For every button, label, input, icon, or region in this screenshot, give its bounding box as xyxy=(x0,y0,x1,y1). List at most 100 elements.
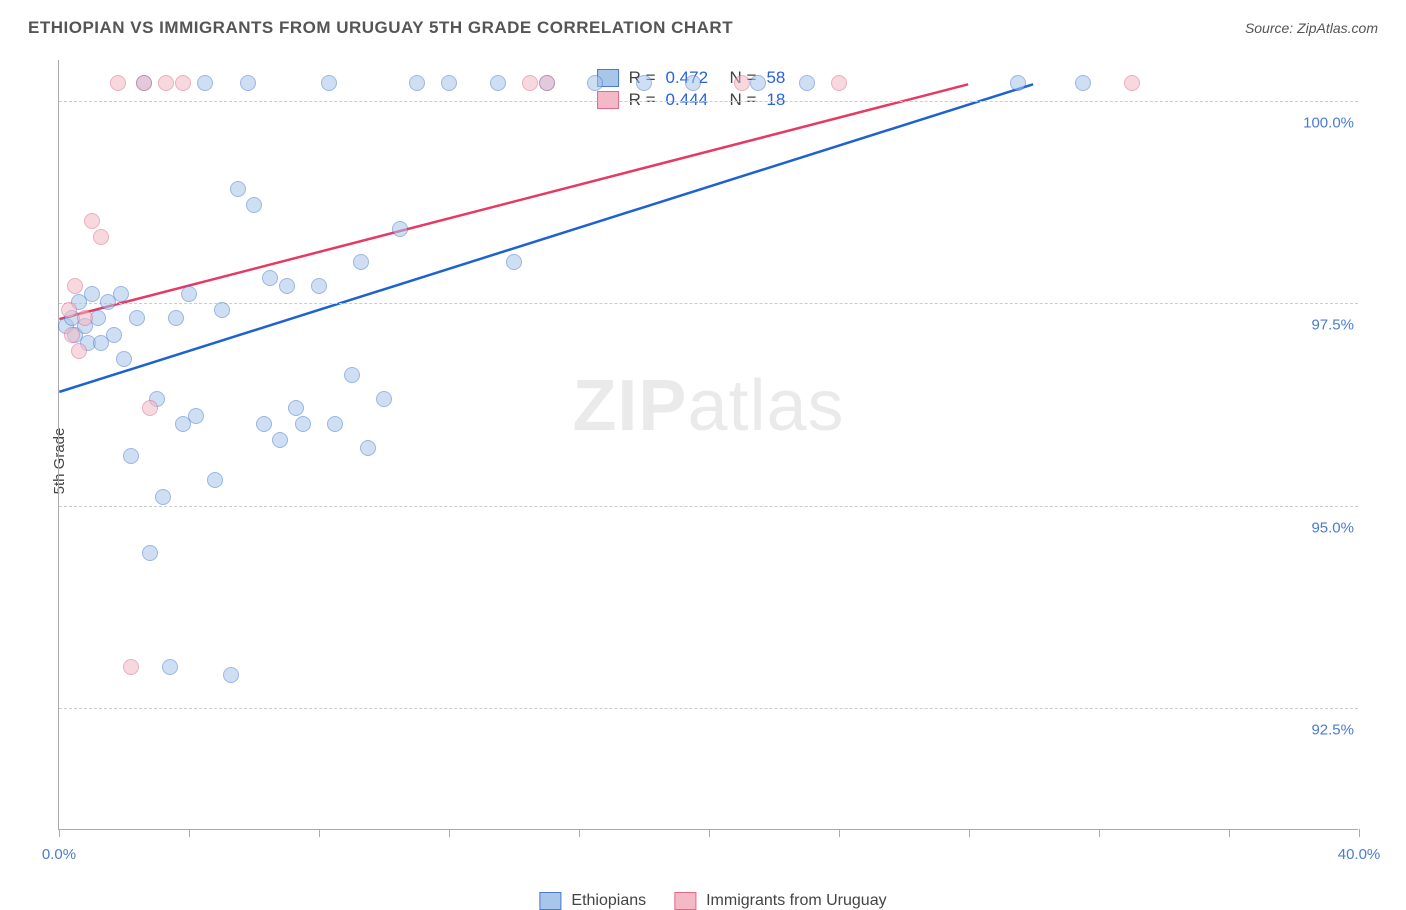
scatter-point-ethiopians xyxy=(311,278,327,294)
scatter-point-ethiopians xyxy=(188,408,204,424)
x-tick-label: 0.0% xyxy=(42,846,76,863)
legend-item-uruguay: Immigrants from Uruguay xyxy=(674,892,887,910)
scatter-point-ethiopians xyxy=(636,75,652,91)
trendline-uruguay xyxy=(59,84,968,319)
scatter-point-ethiopians xyxy=(799,75,815,91)
y-tick-label: 95.0% xyxy=(1305,517,1360,538)
scatter-point-ethiopians xyxy=(155,489,171,505)
gridline-horizontal xyxy=(59,101,1358,102)
scatter-point-ethiopians xyxy=(168,310,184,326)
legend-swatch-ethiopians xyxy=(539,892,561,910)
scatter-point-ethiopians xyxy=(246,197,262,213)
chart-title: ETHIOPIAN VS IMMIGRANTS FROM URUGUAY 5TH… xyxy=(28,18,733,38)
source-prefix: Source: xyxy=(1245,20,1297,36)
scatter-point-ethiopians xyxy=(441,75,457,91)
legend-label-uruguay: Immigrants from Uruguay xyxy=(706,892,887,910)
scatter-point-ethiopians xyxy=(142,545,158,561)
scatter-point-uruguay xyxy=(734,75,750,91)
scatter-point-uruguay xyxy=(93,229,109,245)
scatter-point-ethiopians xyxy=(240,75,256,91)
scatter-point-uruguay xyxy=(123,659,139,675)
scatter-point-ethiopians xyxy=(1075,75,1091,91)
y-tick-label: 92.5% xyxy=(1305,720,1360,741)
watermark: ZIPatlas xyxy=(572,365,844,447)
legend-series: Ethiopians Immigrants from Uruguay xyxy=(539,892,886,910)
scatter-point-ethiopians xyxy=(207,472,223,488)
scatter-point-ethiopians xyxy=(344,367,360,383)
scatter-point-ethiopians xyxy=(506,254,522,270)
trendlines-svg xyxy=(59,60,1358,829)
watermark-atlas: atlas xyxy=(687,366,844,446)
x-tick xyxy=(579,829,580,837)
scatter-point-ethiopians xyxy=(360,440,376,456)
scatter-point-uruguay xyxy=(522,75,538,91)
scatter-point-uruguay xyxy=(136,75,152,91)
scatter-point-ethiopians xyxy=(376,391,392,407)
gridline-horizontal xyxy=(59,303,1358,304)
source-attribution: Source: ZipAtlas.com xyxy=(1245,20,1378,36)
x-tick xyxy=(319,829,320,837)
scatter-point-ethiopians xyxy=(181,286,197,302)
scatter-point-uruguay xyxy=(142,400,158,416)
scatter-point-ethiopians xyxy=(223,667,239,683)
chart-container: 5th Grade ZIPatlas R =0.472N =58R =0.444… xyxy=(38,50,1388,872)
trendline-ethiopians xyxy=(59,84,1033,392)
scatter-point-uruguay xyxy=(158,75,174,91)
scatter-point-ethiopians xyxy=(587,75,603,91)
scatter-point-ethiopians xyxy=(288,400,304,416)
scatter-point-uruguay xyxy=(110,75,126,91)
scatter-point-ethiopians xyxy=(116,351,132,367)
scatter-point-ethiopians xyxy=(327,416,343,432)
x-tick xyxy=(189,829,190,837)
scatter-point-uruguay xyxy=(539,75,555,91)
y-tick-label: 97.5% xyxy=(1305,315,1360,336)
legend-stat-row-ethiopians: R =0.472N =58 xyxy=(597,67,821,89)
scatter-point-ethiopians xyxy=(272,432,288,448)
x-tick xyxy=(1359,829,1360,837)
scatter-point-ethiopians xyxy=(353,254,369,270)
source-name: ZipAtlas.com xyxy=(1297,20,1378,36)
scatter-point-uruguay xyxy=(71,343,87,359)
scatter-point-ethiopians xyxy=(230,181,246,197)
scatter-point-uruguay xyxy=(175,75,191,91)
legend-stats: R =0.472N =58R =0.444N =18 xyxy=(592,64,826,114)
x-tick-label: 40.0% xyxy=(1338,846,1381,863)
scatter-point-uruguay xyxy=(1124,75,1140,91)
scatter-point-ethiopians xyxy=(256,416,272,432)
legend-swatch-uruguay xyxy=(674,892,696,910)
scatter-point-ethiopians xyxy=(106,327,122,343)
scatter-point-ethiopians xyxy=(123,448,139,464)
y-tick-label: 100.0% xyxy=(1297,112,1360,133)
scatter-point-uruguay xyxy=(831,75,847,91)
gridline-horizontal xyxy=(59,708,1358,709)
scatter-point-ethiopians xyxy=(84,286,100,302)
scatter-point-ethiopians xyxy=(262,270,278,286)
scatter-point-ethiopians xyxy=(685,75,701,91)
x-tick xyxy=(709,829,710,837)
scatter-point-uruguay xyxy=(61,302,77,318)
scatter-point-ethiopians xyxy=(295,416,311,432)
scatter-point-ethiopians xyxy=(197,75,213,91)
scatter-point-ethiopians xyxy=(279,278,295,294)
scatter-point-ethiopians xyxy=(214,302,230,318)
scatter-point-uruguay xyxy=(77,310,93,326)
legend-label-ethiopians: Ethiopians xyxy=(571,892,646,910)
legend-item-ethiopians: Ethiopians xyxy=(539,892,646,910)
x-tick xyxy=(839,829,840,837)
scatter-point-ethiopians xyxy=(113,286,129,302)
scatter-point-ethiopians xyxy=(490,75,506,91)
scatter-point-uruguay xyxy=(64,327,80,343)
x-tick xyxy=(1099,829,1100,837)
plot-area: ZIPatlas R =0.472N =58R =0.444N =18 92.5… xyxy=(58,60,1358,830)
scatter-point-uruguay xyxy=(67,278,83,294)
scatter-point-uruguay xyxy=(84,213,100,229)
gridline-horizontal xyxy=(59,506,1358,507)
scatter-point-ethiopians xyxy=(321,75,337,91)
x-tick xyxy=(449,829,450,837)
scatter-point-ethiopians xyxy=(129,310,145,326)
x-tick xyxy=(1229,829,1230,837)
scatter-point-ethiopians xyxy=(409,75,425,91)
scatter-point-ethiopians xyxy=(162,659,178,675)
x-tick xyxy=(969,829,970,837)
x-tick xyxy=(59,829,60,837)
